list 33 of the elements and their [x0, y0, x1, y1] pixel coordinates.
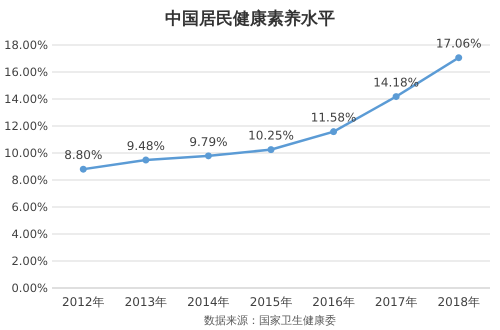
- data-label: 11.58%: [310, 110, 356, 125]
- x-tick-label: 2018年: [437, 295, 480, 309]
- y-tick-label: 10.00%: [4, 146, 48, 160]
- point: [455, 54, 462, 62]
- y-tick-label: 14.00%: [4, 92, 48, 106]
- x-tick-label: 2017年: [374, 295, 418, 309]
- data-label: 9.79%: [189, 134, 228, 149]
- data-label: 8.80%: [64, 148, 102, 162]
- chart-title: 中国居民健康素养水平: [165, 9, 335, 29]
- x-tick-label: 2013年: [124, 295, 168, 309]
- y-tick-label: 4.00%: [11, 227, 48, 241]
- point: [392, 93, 400, 100]
- data-label: 10.25%: [248, 128, 294, 143]
- data-label: 9.48%: [126, 139, 165, 154]
- point: [80, 166, 87, 173]
- y-tick-label: 6.00%: [11, 200, 48, 214]
- x-tick-label: 2016年: [312, 295, 355, 309]
- x-tick-label: 2014年: [187, 295, 230, 309]
- y-tick-label: 16.00%: [4, 65, 48, 79]
- y-tick-label: 8.00%: [11, 173, 48, 187]
- y-tick-label: 0.00%: [11, 281, 48, 295]
- point: [268, 146, 274, 154]
- x-tick-label: 2012年: [62, 295, 105, 309]
- y-tick-label: 18.00%: [4, 38, 48, 52]
- source-note: 数据来源：国家卫生健康委: [204, 314, 336, 327]
- point: [330, 128, 338, 136]
- point: [204, 152, 212, 160]
- y-tick-label: 12.00%: [4, 119, 48, 133]
- data-label: 17.06%: [436, 36, 482, 51]
- y-tick-label: 2.00%: [11, 254, 48, 268]
- data-label: 14.18%: [373, 76, 420, 90]
- point: [142, 156, 150, 164]
- x-tick-label: 2015年: [250, 295, 292, 309]
